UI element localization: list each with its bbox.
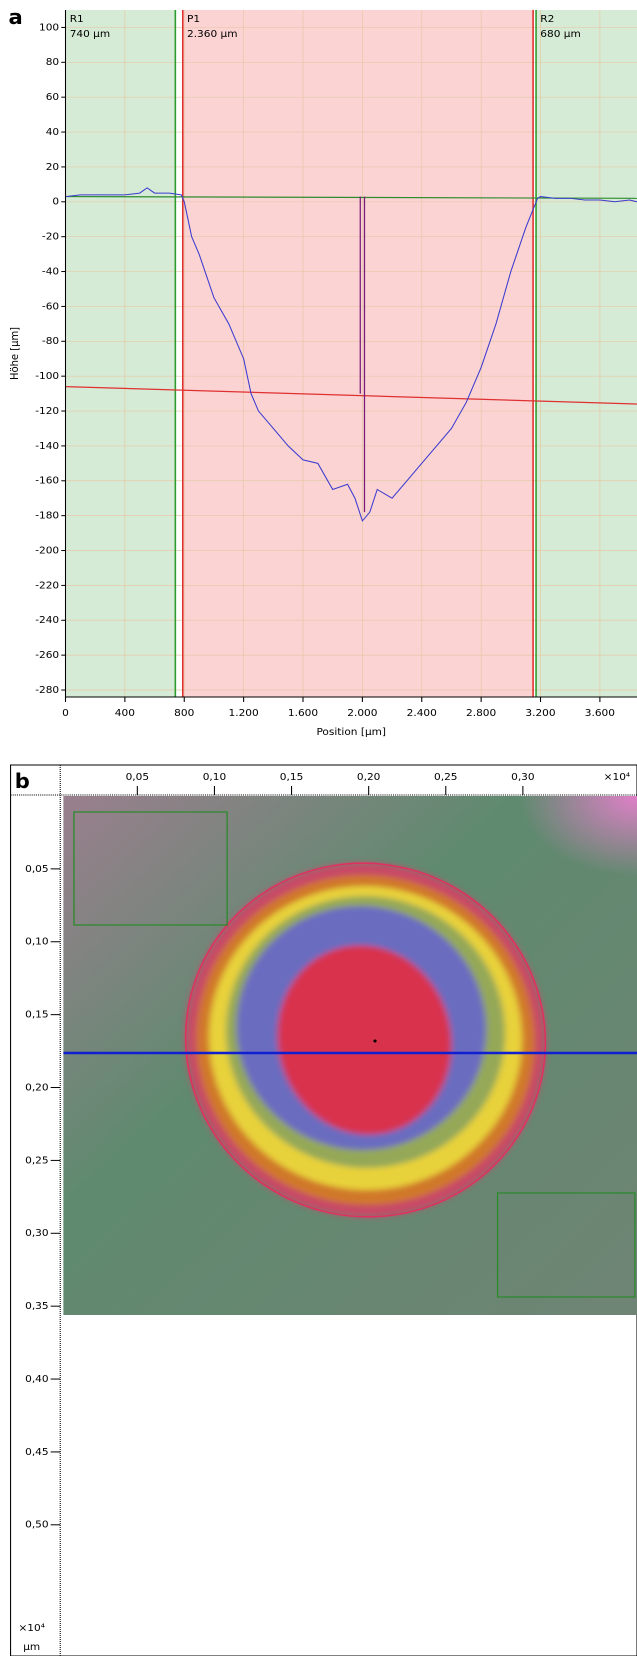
x-tick-label: 2.800 — [466, 707, 496, 719]
x-tick-label: 3.600 — [585, 707, 615, 719]
y-tick-label: -120 — [35, 405, 59, 417]
y-tick-label: -20 — [42, 231, 59, 243]
region-name: R1 — [70, 13, 84, 25]
y-axis-title: Höhe [µm] — [9, 327, 21, 380]
height-map — [10, 764, 637, 1656]
y-tick-label: -200 — [35, 545, 59, 557]
y-tick-label: -80 — [42, 335, 59, 347]
y-tick-label: 0,15 — [25, 1009, 48, 1021]
reference-line — [65, 386, 637, 405]
x-tick-label: 1.600 — [288, 707, 318, 719]
region-name: P1 — [187, 13, 200, 25]
y-tick-label: -60 — [42, 301, 59, 313]
region-width: 2.360 µm — [187, 28, 238, 40]
y-tick-label: 0,35 — [25, 1300, 48, 1312]
y-tick-label: 0,50 — [25, 1519, 48, 1531]
x-tick-label: 2.000 — [347, 707, 377, 719]
x-tick-label: 0,20 — [357, 771, 380, 783]
region — [65, 10, 176, 697]
y-tick-label: 60 — [46, 91, 59, 103]
x-tick-label: 400 — [115, 707, 135, 719]
y-tick-label: 0,20 — [25, 1082, 48, 1094]
region-width: 680 µm — [540, 28, 580, 40]
y-unit-label: µm — [23, 1641, 40, 1653]
y-unit: ×10⁴ — [18, 1622, 44, 1634]
region — [536, 10, 637, 697]
region — [182, 10, 534, 697]
y-tick-label: -180 — [35, 510, 59, 522]
x-tick-label: 1.200 — [229, 707, 259, 719]
y-tick-label: 100 — [39, 22, 59, 34]
y-tick-label: 80 — [46, 56, 59, 68]
y-tick-label: -160 — [35, 475, 59, 487]
x-unit: ×10⁴ — [604, 771, 630, 783]
region-width: 740 µm — [70, 28, 110, 40]
x-tick-label: 2.400 — [407, 707, 437, 719]
x-tick-label: 0,10 — [203, 771, 226, 783]
x-tick-label: 3.200 — [525, 707, 555, 719]
region-name: R2 — [540, 13, 554, 25]
y-tick-label: -40 — [42, 266, 59, 278]
y-tick-label: 20 — [46, 161, 59, 173]
y-tick-label: 0,25 — [25, 1155, 48, 1167]
y-tick-label: -240 — [35, 614, 59, 626]
profile-chart: R1 740 µm P1 2.360 µm R2 680 µm -280 -260 -240 -2… — [9, 10, 637, 738]
x-axis-title: Position [µm] — [316, 726, 386, 738]
x-tick-label: 0,30 — [511, 771, 534, 783]
y-tick-label: -220 — [35, 580, 59, 592]
x-tick-label: 800 — [174, 707, 194, 719]
y-tick-label: -280 — [35, 684, 59, 696]
x-tick-label: 0 — [62, 707, 69, 719]
height-map-axes: 0,05 0,10 0,15 0,20 0,25 0,30 ×10⁴ 0,05 0,10 0,15… — [18, 771, 630, 1653]
y-tick-label: 0,05 — [25, 863, 48, 875]
y-tick-label: 0 — [52, 196, 59, 208]
y-tick-label: 0,40 — [25, 1373, 48, 1385]
panel-label: a — [8, 5, 22, 28]
y-tick-label: 40 — [46, 126, 59, 138]
profile-line — [65, 187, 637, 522]
y-tick-label: 0,10 — [25, 936, 48, 948]
y-tick-label: -100 — [35, 370, 59, 382]
x-tick-label: 0,25 — [434, 771, 457, 783]
panel-label: b — [15, 769, 30, 792]
x-tick-label: 0,05 — [126, 771, 149, 783]
reference-line — [65, 195, 637, 199]
y-tick-label: -140 — [35, 440, 59, 452]
x-tick-label: 0,15 — [280, 771, 303, 783]
y-tick-label: 0,45 — [25, 1446, 48, 1458]
y-tick-label: -260 — [35, 649, 59, 661]
y-tick-label: 0,30 — [25, 1227, 48, 1239]
